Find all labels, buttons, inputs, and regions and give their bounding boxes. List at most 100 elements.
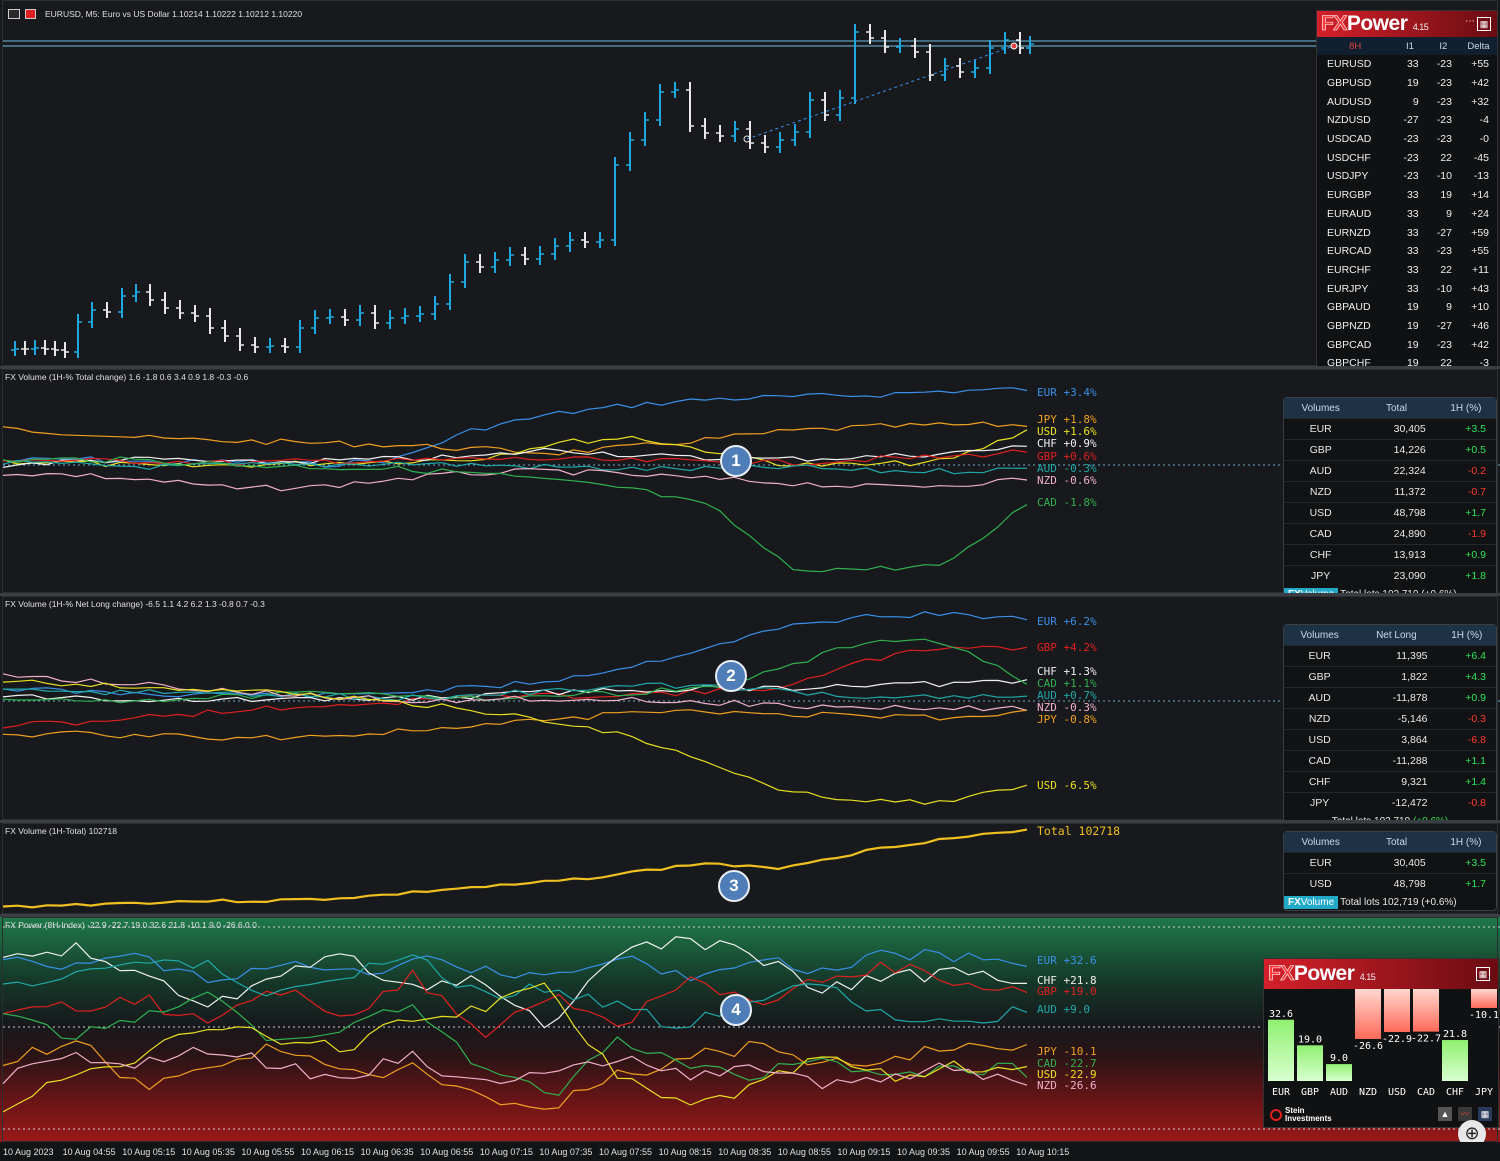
time-tick: 10 Aug 09:15	[837, 1147, 891, 1157]
candle	[836, 90, 844, 121]
volume-total-pane[interactable]: FX Volume (1H-Total) 102718 Total 102718…	[0, 823, 1500, 914]
candle	[281, 338, 289, 353]
pair-row[interactable]: GBPCAD 19 -23 +42	[1317, 335, 1497, 354]
candle	[88, 302, 96, 328]
candle	[476, 254, 484, 273]
bar-currency: EUR	[1272, 1087, 1291, 1098]
fxpower-bars: 32.6EUR19.0GBP9.0AUD-26.6NZD-22.9USD-22.…	[1268, 989, 1498, 1098]
candle	[356, 305, 364, 326]
pair-row[interactable]: USDCHF -23 22 -45	[1317, 148, 1497, 167]
table-cell: 48,798	[1357, 873, 1436, 894]
table-cell: +3.5	[1435, 852, 1496, 874]
pair-row[interactable]: NZDUSD -27 -23 -4	[1317, 111, 1497, 130]
pair-row[interactable]: GBPAUD 19 9 +10	[1317, 298, 1497, 317]
time-tick: 10 Aug 06:55	[420, 1147, 474, 1157]
currency-label: JPY -0.8%	[1037, 713, 1097, 726]
dots-icon[interactable]: ⋯	[1465, 16, 1475, 27]
pair-value: 19	[1406, 338, 1419, 351]
strength-bar-jpy: -10.1 JPY	[1469, 989, 1498, 1098]
indicator-line	[2, 679, 1028, 805]
pair-row[interactable]: GBPCHF 19 22 -3	[1317, 354, 1497, 367]
pair-row[interactable]: EURCHF 33 22 +11	[1317, 261, 1497, 280]
column-header: I2	[1426, 37, 1460, 55]
alert-icon[interactable]: ▲	[1438, 1107, 1452, 1121]
pair-row[interactable]: USDJPY -23 -10 -13	[1317, 167, 1497, 186]
table-row: GBP 14,226 +0.5	[1284, 439, 1496, 461]
chart-menu-icon[interactable]	[8, 9, 20, 19]
table-cell: USD	[1284, 729, 1356, 751]
trade-marker	[743, 135, 751, 143]
chart-mode-icon[interactable]	[25, 9, 36, 19]
pair-row[interactable]: EURUSD 33 -23 +55	[1317, 55, 1497, 74]
fxpower-index-pane[interactable]: FX Power (8H-Index) -22.9 -22.7 19.0 32.…	[0, 917, 1500, 1142]
currency-label: EUR +6.2%	[1037, 615, 1097, 628]
indicator-line	[2, 679, 1028, 703]
indicator-line	[2, 449, 1028, 466]
strength-bar-eur: 32.6 EUR	[1268, 1009, 1294, 1098]
grid-icon[interactable]: ▦	[1476, 967, 1490, 981]
table-cell: 3,864	[1355, 729, 1438, 751]
bar-currency: JPY	[1475, 1087, 1493, 1098]
table-cell: CHF	[1284, 544, 1358, 566]
column-header: Volumes	[1284, 625, 1356, 646]
candle	[11, 341, 19, 356]
table-icon[interactable]: ▦	[1478, 1107, 1492, 1121]
currency-label: JPY +1.8%	[1037, 413, 1097, 426]
table-cell: AUD	[1284, 687, 1356, 709]
volume-total-change-pane[interactable]: FX Volume (1H-% Total change) 1.6 -1.8 0…	[0, 369, 1500, 593]
currency-label: CAD +1.1%	[1037, 677, 1097, 690]
indicator-line	[3, 682, 1028, 701]
bar-value: 19.0	[1298, 1034, 1322, 1045]
candle	[206, 308, 214, 334]
pair-value: 33	[1406, 189, 1419, 202]
table-cell: -0.8	[1437, 792, 1496, 813]
candle	[806, 92, 814, 138]
pair-value: 33	[1406, 282, 1419, 295]
pane3-title: FX Volume (1H-Total) 102718	[5, 826, 117, 836]
candle	[686, 82, 694, 132]
candle	[671, 82, 679, 98]
pair-row[interactable]: EURNZD 33 -27 +59	[1317, 223, 1497, 242]
pair-row[interactable]: GBPNZD 19 -27 +46	[1317, 317, 1497, 336]
table-cell: EUR	[1284, 645, 1356, 667]
table-cell: NZD	[1284, 481, 1358, 503]
chart-icon[interactable]: 〰	[1458, 1107, 1472, 1121]
candle	[461, 254, 469, 288]
pane1-lines: EUR +3.4% JPY +1.8%USD +1.6%CHF +0.9%GBP …	[2, 386, 1500, 573]
pair-name: USDJPY	[1327, 170, 1369, 183]
price-pane[interactable]: EURUSD, M5: Euro vs US Dollar 1.10214 1.…	[0, 0, 1500, 366]
pair-row[interactable]: AUDUSD 9 -23 +32	[1317, 92, 1497, 111]
volume-net-long-pane[interactable]: FX Volume (1H-% Net Long change) -6.5 1.…	[0, 596, 1500, 820]
fxpower-strength-panel[interactable]: FXPower 4.15 ▦ 32.6 EUR 19.0 GBP 9.0 AUD -26.6…	[1263, 958, 1499, 1128]
grid-icon[interactable]: ▦	[1477, 17, 1491, 31]
pair-row[interactable]: USDCAD -23 -23 -0	[1317, 130, 1497, 149]
candle	[326, 309, 334, 324]
trade-marker	[1010, 42, 1018, 50]
pair-name: EURAUD	[1327, 207, 1372, 220]
fxpower-pairs-panel[interactable]: FXPower 4.15 ▦ ⋯ 8H I1 I2 Delta EURUSD 33 -23…	[1316, 10, 1498, 368]
pair-name: USDCAD	[1327, 133, 1372, 146]
candle	[21, 341, 29, 355]
column-header: 1H (%)	[1437, 625, 1496, 646]
pair-row[interactable]: EURAUD 33 9 +24	[1317, 205, 1497, 224]
currency-label: JPY -10.1	[1037, 1045, 1097, 1058]
pair-row[interactable]: EURJPY 33 -10 +43	[1317, 279, 1497, 298]
strength-bar-cad: -22.7 CAD	[1411, 989, 1441, 1098]
candle	[731, 121, 739, 142]
pair-row[interactable]: EURGBP 33 19 +14	[1317, 186, 1497, 205]
volume-summary-table: Volumes Total 1H (%) EUR 30,405 +3.5 USD 48,798…	[1283, 831, 1497, 911]
table-cell: 24,890	[1357, 523, 1436, 545]
pair-value: -27	[1436, 226, 1452, 239]
currency-label: CHF +1.3%	[1037, 665, 1097, 678]
currency-label: USD -22.9	[1037, 1068, 1097, 1081]
pair-row[interactable]: GBPUSD 19 -23 +42	[1317, 74, 1497, 93]
currency-label: GBP +4.2%	[1037, 641, 1097, 654]
currency-label: NZD -0.6%	[1037, 474, 1097, 487]
indicator-line	[2, 456, 1028, 573]
table-cell: +0.5	[1435, 439, 1496, 461]
time-tick: 10 Aug 07:55	[599, 1147, 653, 1157]
pair-value: -13	[1473, 170, 1489, 183]
candle	[118, 288, 126, 318]
pair-row[interactable]: EURCAD 33 -23 +55	[1317, 242, 1497, 261]
indicator-line	[2, 638, 1028, 704]
